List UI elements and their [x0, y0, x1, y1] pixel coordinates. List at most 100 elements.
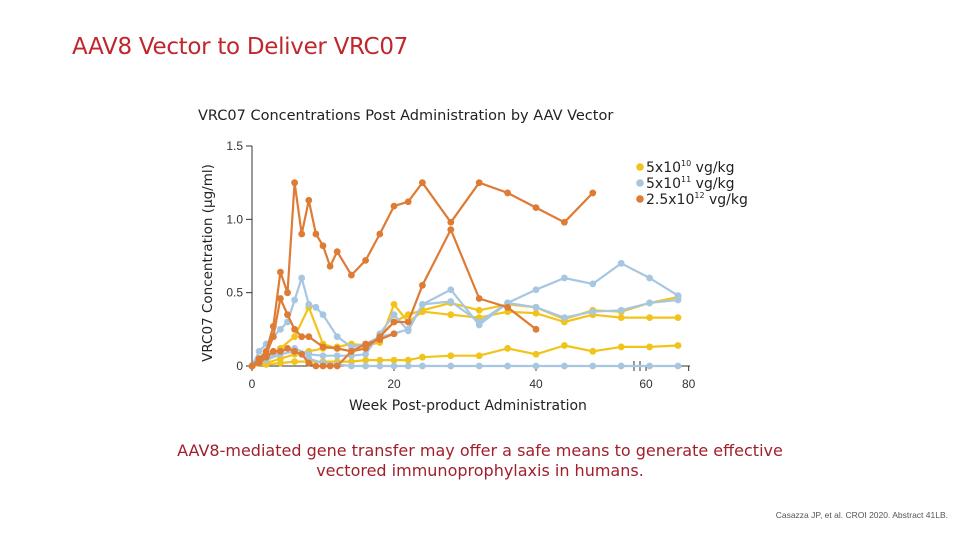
data-point: [532, 362, 540, 370]
data-point: [504, 189, 511, 197]
data-point: [447, 352, 455, 360]
y-tick-label: 1.0: [226, 212, 243, 226]
data-point: [646, 299, 653, 307]
data-point: [326, 362, 334, 370]
data-point: [291, 347, 298, 355]
data-point: [319, 242, 327, 250]
series-group: [248, 179, 597, 370]
data-point: [284, 345, 291, 352]
data-point: [561, 314, 568, 321]
data-point: [390, 202, 398, 210]
data-point: [291, 179, 298, 187]
data-point: [291, 358, 298, 365]
data-point: [404, 356, 412, 364]
data-point: [447, 218, 455, 226]
y-tick-label: 1.5: [226, 139, 243, 153]
data-point: [589, 280, 597, 288]
data-point: [298, 350, 306, 358]
data-point: [333, 333, 341, 341]
data-point: [362, 340, 369, 348]
data-point: [589, 347, 597, 355]
data-point: [390, 362, 398, 370]
data-point: [532, 325, 540, 333]
data-point: [475, 295, 483, 302]
conclusion-text: AAV8-mediated gene transfer may offer a …: [177, 441, 783, 480]
data-point: [617, 343, 625, 351]
data-point: [291, 296, 298, 304]
data-point: [419, 179, 426, 187]
data-point: [390, 318, 398, 326]
data-point: [561, 218, 568, 226]
data-point: [674, 362, 682, 370]
citation: Casazza JP, et al. CROI 2020. Abstract 4…: [775, 510, 948, 520]
data-point: [419, 301, 426, 308]
data-point: [674, 296, 682, 304]
data-point: [475, 179, 483, 187]
x-axis-label: Week Post-product Administration: [349, 398, 587, 414]
data-point: [646, 314, 653, 321]
data-point: [255, 359, 263, 367]
data-point: [390, 356, 398, 364]
data-point: [561, 274, 568, 282]
data-point: [277, 295, 284, 302]
data-point: [362, 257, 369, 264]
data-point: [298, 333, 306, 341]
data-point: [646, 362, 653, 370]
x-tick-label: 0: [249, 377, 256, 391]
data-point: [277, 325, 284, 333]
data-point: [248, 362, 256, 370]
series-group: [248, 330, 398, 370]
series-layer: [248, 179, 682, 370]
legend-label: 5x1011 vg/kg: [646, 175, 735, 192]
data-point: [326, 262, 334, 270]
data-point: [298, 230, 306, 238]
data-point: [348, 271, 355, 279]
data-point: [419, 362, 426, 370]
data-point: [390, 330, 398, 338]
data-point: [277, 347, 284, 355]
data-point: [376, 230, 384, 238]
data-point: [291, 325, 298, 333]
data-point: [312, 362, 320, 370]
x-tick-label: 80: [682, 377, 696, 391]
data-point: [333, 248, 341, 256]
data-point: [617, 306, 625, 314]
x-tick-label: 20: [387, 377, 401, 391]
x-tick-label: 60: [639, 377, 653, 391]
data-point: [617, 314, 625, 321]
data-point: [617, 362, 625, 370]
data-point: [475, 352, 483, 360]
chart-axes: 0 0.5 1.0 1.5 0 20 40 60 80: [226, 139, 695, 391]
data-point: [319, 352, 327, 360]
data-point: [504, 303, 511, 311]
y-tick-label: 0.5: [226, 286, 243, 300]
data-point: [646, 343, 653, 351]
data-point: [617, 259, 625, 267]
data-point: [404, 198, 412, 206]
data-point: [532, 204, 540, 212]
data-point: [305, 196, 313, 204]
data-point: [362, 356, 369, 364]
data-point: [284, 289, 291, 297]
data-point: [348, 362, 355, 370]
data-point: [362, 350, 369, 358]
data-point: [298, 274, 306, 282]
data-point: [305, 301, 313, 308]
data-point: [646, 274, 653, 282]
data-point: [333, 345, 341, 352]
data-point: [277, 268, 284, 276]
data-point: [362, 362, 369, 370]
series-group: [248, 259, 682, 370]
data-point: [404, 362, 412, 370]
data-point: [255, 347, 263, 355]
data-point: [269, 347, 277, 355]
legend-label: 2.5x1012 vg/kg: [646, 191, 748, 208]
slide-title: AAV8 Vector to Deliver VRC07: [72, 34, 408, 60]
data-point: [319, 362, 327, 370]
data-point: [262, 353, 270, 361]
data-point: [419, 353, 426, 361]
data-point: [504, 362, 511, 370]
data-point: [447, 298, 455, 305]
data-point: [475, 306, 483, 314]
